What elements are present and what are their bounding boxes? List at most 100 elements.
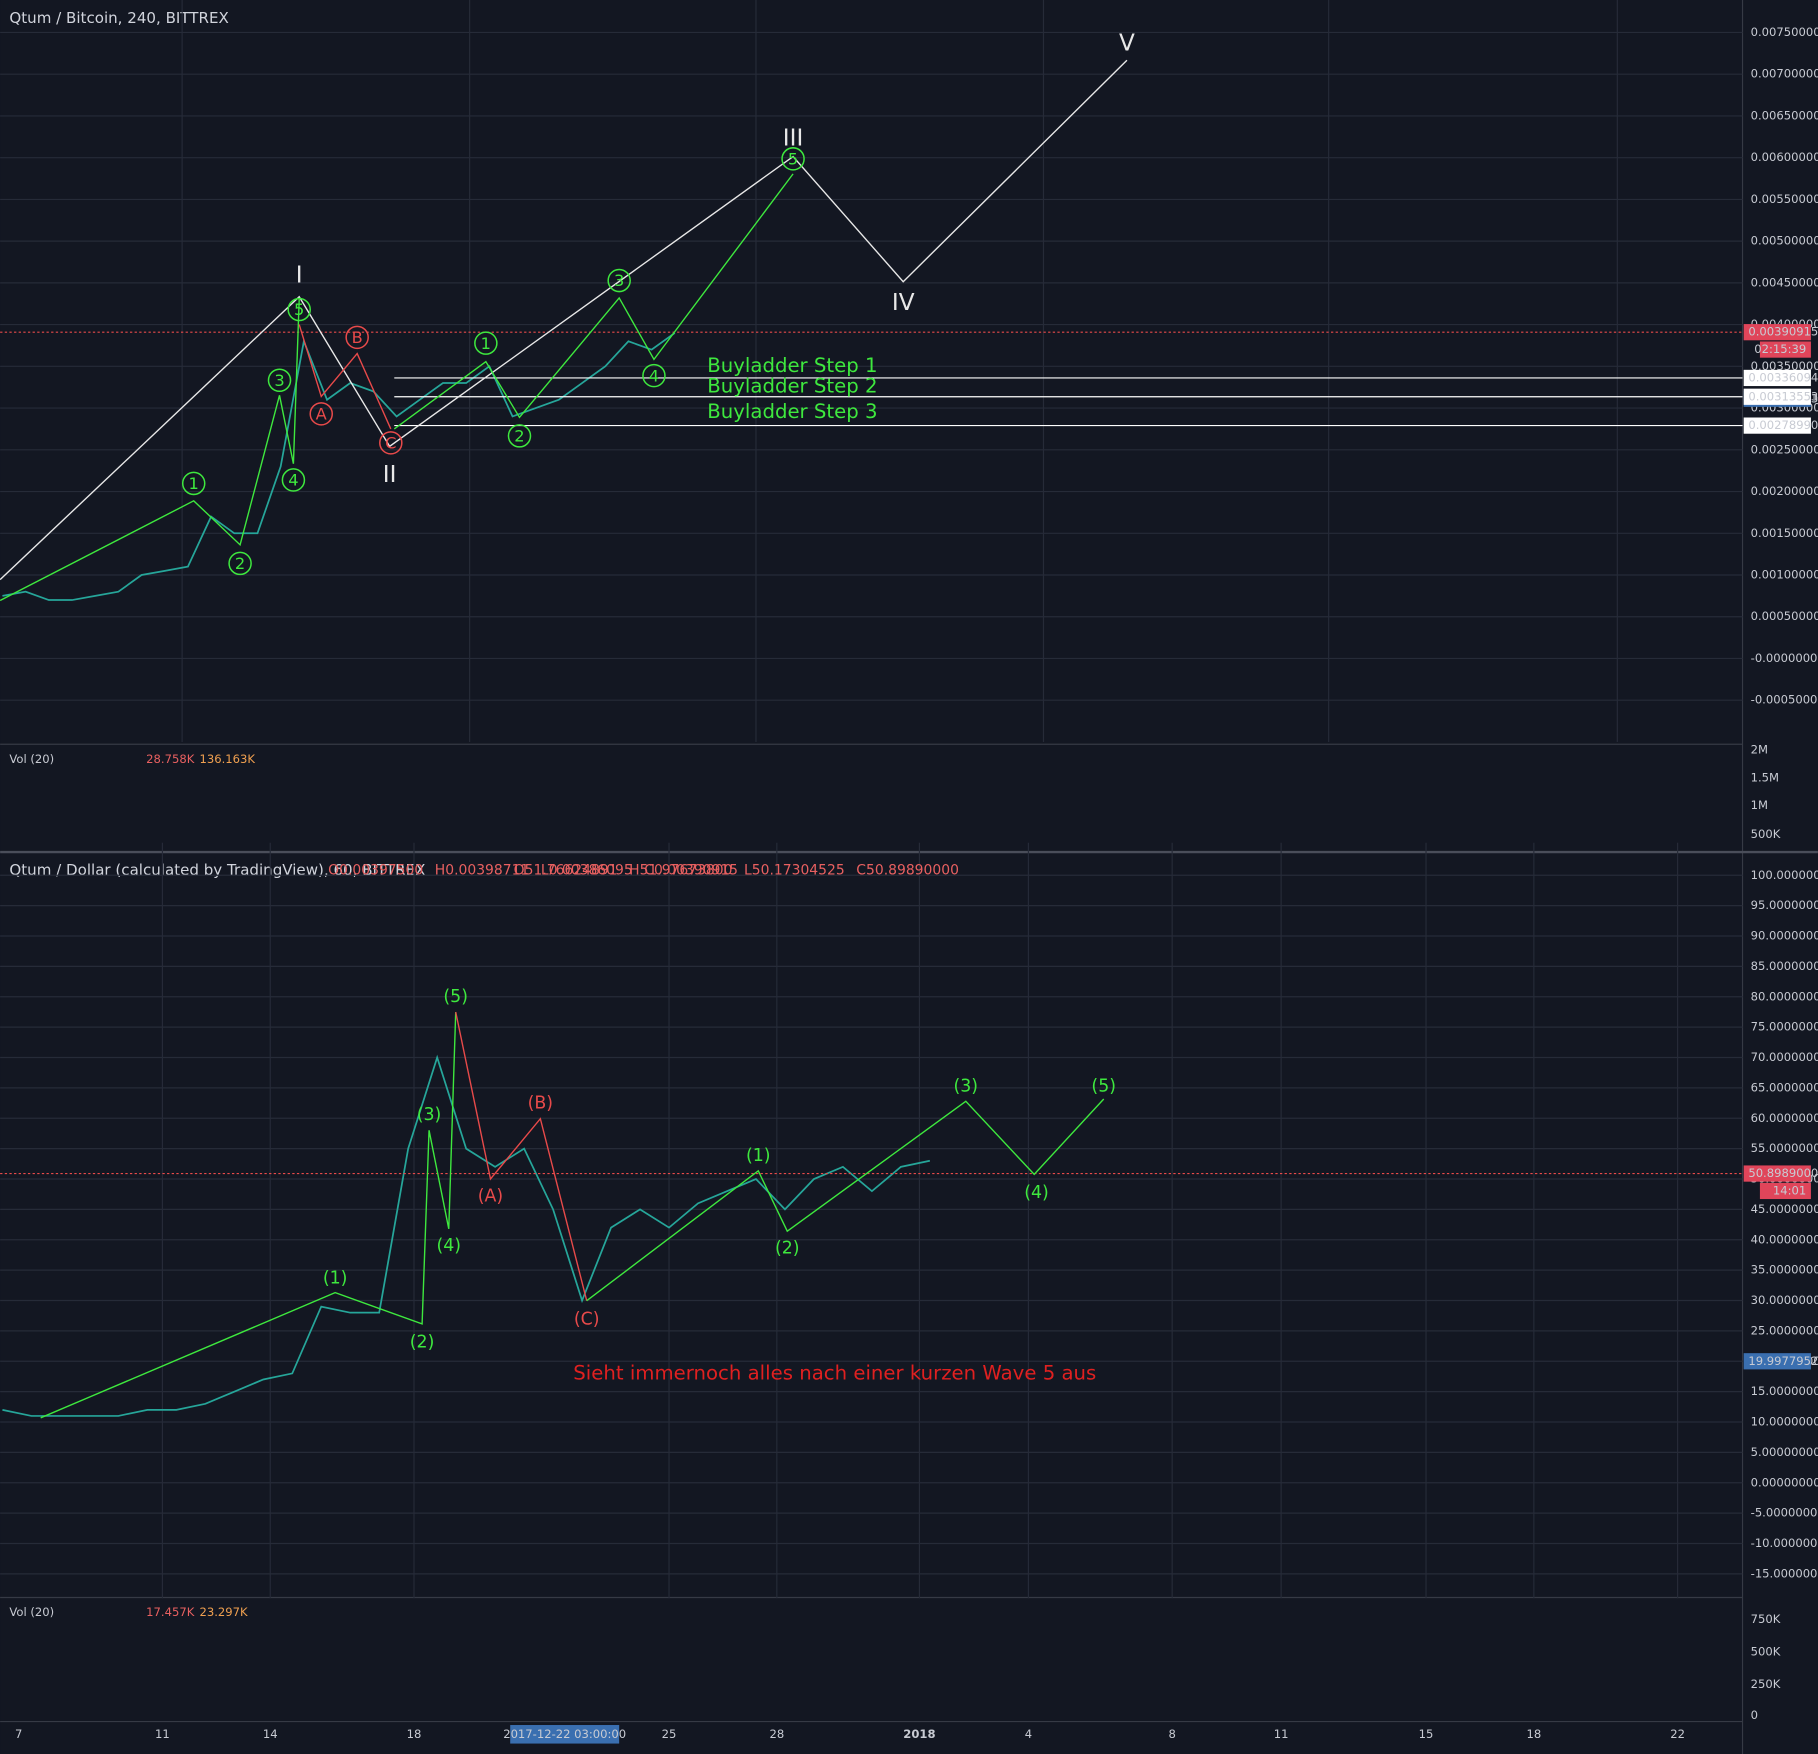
- countdown: 14:01: [1773, 1183, 1806, 1197]
- vol-value: 28.758K: [146, 752, 195, 766]
- y-tick-label: 0.00450000: [1751, 275, 1818, 289]
- x-tick-label: 8: [1168, 1727, 1175, 1741]
- x-tick-label: 18: [1526, 1727, 1541, 1741]
- y-tick-label: 5.00000000: [1751, 1445, 1818, 1459]
- y-tick-label: 0.00550000: [1751, 192, 1818, 206]
- x-tick-label: 18: [407, 1727, 422, 1741]
- x-tick-label: 2018: [903, 1727, 935, 1741]
- y-tick-label: 0.00350000: [1751, 359, 1818, 373]
- wave-circle: [507, 424, 532, 448]
- level-label: 0.00278990: [1748, 418, 1818, 432]
- wave-circle: [287, 297, 311, 322]
- crosshair-date: 2017-12-22 03:00:00: [503, 1727, 626, 1741]
- wave-line: [40, 1012, 457, 1419]
- ohlc-value: L50.17304525: [744, 863, 845, 879]
- vol-tick-label: 750K: [1751, 1612, 1781, 1626]
- wave-circle: [309, 402, 334, 426]
- y-tick-label: 95.00000000: [1751, 898, 1818, 912]
- wave-label: 5: [788, 149, 798, 168]
- wave-label: (1): [746, 1146, 771, 1166]
- top-title[interactable]: Qtum / Bitcoin, 240, BITTREX: [9, 9, 228, 27]
- ohlc-value: H0.00398711: [435, 863, 530, 879]
- ohlc-value: H51.97673800: [629, 863, 732, 879]
- y-tick-label: 60.00000000: [1751, 1111, 1818, 1125]
- wave-label: (2): [775, 1239, 800, 1259]
- x-tick-label: 11: [155, 1727, 170, 1741]
- x-tick-label: 4: [1025, 1727, 1032, 1741]
- wave-circle: [228, 551, 252, 576]
- wave-circle: [474, 331, 498, 355]
- wave-label: 2: [235, 554, 245, 573]
- x-tick-label: 25: [662, 1727, 677, 1741]
- wave-label: (4): [1024, 1183, 1049, 1203]
- level-tag: [1743, 369, 1811, 387]
- y-tick-label: 0.00500000: [1751, 234, 1818, 248]
- y-tick-label: 0.00200000: [1751, 484, 1818, 498]
- wave-circle: [607, 268, 631, 293]
- vol-value: 17.457K: [146, 1605, 195, 1619]
- wave-line: [455, 1011, 588, 1301]
- wave-circle: [181, 471, 206, 496]
- y-tick-label: -0.00050000: [1751, 693, 1818, 707]
- countdown-tag: [1759, 1182, 1811, 1200]
- wave-line: [393, 173, 794, 430]
- y-tick-label: 0.00050000: [1751, 609, 1818, 623]
- last-price-tag: [1743, 324, 1811, 341]
- vol-value: 136.163K: [200, 752, 256, 766]
- bottom-title[interactable]: Qtum / Dollar (calculated by TradingView…: [9, 861, 425, 879]
- vol-tick-label: 0: [1751, 1708, 1758, 1722]
- y-tick-label: 85.00000000: [1751, 959, 1818, 973]
- y-tick-label: 25.00000000: [1751, 1323, 1818, 1337]
- ohlc-value: C50.89890000: [856, 863, 959, 879]
- wave-line: [298, 324, 392, 430]
- vol-tick-label: 2M: [1751, 743, 1768, 757]
- countdown-tag: [1759, 341, 1811, 358]
- y-tick-label: 10.00000000: [1751, 1415, 1818, 1429]
- y-tick-label: 55.00000000: [1751, 1141, 1818, 1155]
- y-tick-label: 0.00000000: [1751, 1475, 1818, 1489]
- y-tick-label: 80.00000000: [1751, 989, 1818, 1003]
- wave-label: (A): [478, 1186, 503, 1206]
- buyladder-text: Buyladder Step 2: [707, 375, 877, 398]
- buyladder-text: Buyladder Step 3: [707, 400, 877, 423]
- y-tick-label: 65.00000000: [1751, 1080, 1818, 1094]
- y-tick-label: 0.00600000: [1751, 150, 1818, 164]
- y-tick-label: 45.00000000: [1751, 1202, 1818, 1216]
- wave-label: (3): [953, 1076, 978, 1096]
- last-price-tag: [1743, 1165, 1811, 1182]
- wave-label: V: [1119, 30, 1135, 57]
- wave-label: (5): [443, 987, 468, 1007]
- x-tick-label: 7: [15, 1727, 22, 1741]
- last-price-label: 0.00390915: [1748, 325, 1818, 339]
- wave-label: 1: [481, 334, 491, 353]
- vol-tick-label: 250K: [1751, 1677, 1781, 1691]
- ohlc-value: O51.76624891: [514, 863, 618, 879]
- y-tick-label: 30.00000000: [1751, 1293, 1818, 1307]
- y-tick-label: 0.00750000: [1751, 25, 1818, 39]
- countdown: 02:15:39: [1754, 342, 1806, 356]
- wave-label: 4: [288, 471, 298, 490]
- y-tick-label: -10.00000000: [1751, 1536, 1818, 1550]
- x-tick-label: 22: [1670, 1727, 1685, 1741]
- wave-line: [0, 59, 1128, 581]
- y-tick-label: 0.00700000: [1751, 67, 1818, 81]
- wave-label: (B): [528, 1094, 553, 1114]
- wave-label: (C): [574, 1309, 600, 1329]
- wave-label: (1): [323, 1269, 348, 1289]
- ohlc-value: L0.00386095: [541, 863, 633, 879]
- marker-tag: [1743, 1353, 1811, 1370]
- y-tick-label: 0.00100000: [1751, 568, 1818, 582]
- vol-label: Vol (20): [9, 1605, 54, 1619]
- x-tick-label: 11: [1274, 1727, 1289, 1741]
- wave-label: 3: [614, 271, 624, 290]
- vol-label: Vol (20): [9, 752, 54, 766]
- x-tick-label: 28: [769, 1727, 784, 1741]
- y-tick-label: 0.00650000: [1751, 108, 1818, 122]
- y-tick-label: 40.00000000: [1751, 1232, 1818, 1246]
- level-label: 0.00336094: [1748, 370, 1818, 384]
- y-tick-label: 100.00000000: [1751, 868, 1818, 882]
- wave-label: IV: [892, 289, 915, 316]
- crosshair-date-tag: [510, 1725, 620, 1744]
- y-tick-label: 0.00250000: [1751, 442, 1818, 456]
